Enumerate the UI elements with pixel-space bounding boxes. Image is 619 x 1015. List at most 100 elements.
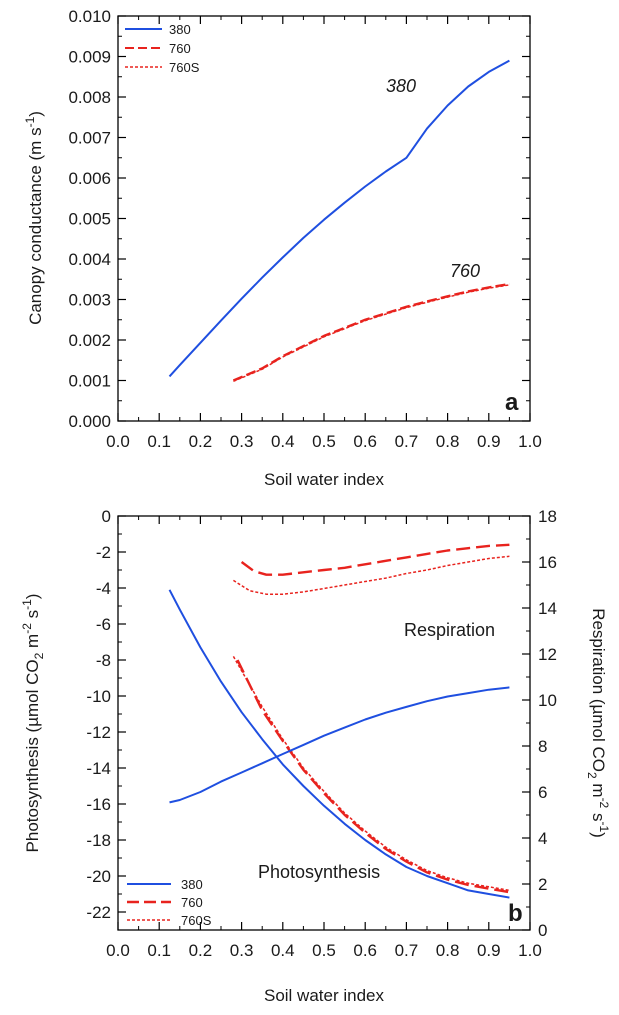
panel-a-y-tick-label: 0.007 (68, 129, 111, 148)
panel-a-y-tick-label: 0.000 (68, 412, 111, 431)
panel-b-y2-tick-label: 4 (538, 829, 547, 848)
panel-b-line-photosynthesis-380 (168, 589, 510, 899)
panel-a-x-tick-label: 0.3 (230, 432, 254, 451)
panel-a-line-380 (168, 59, 510, 378)
panel-a-x-tick-label: 0.4 (271, 432, 295, 451)
panel-b-ylabel-main: Photosynthesis (µmol CO (23, 659, 42, 852)
panel-b-line-respiration-760 (240, 543, 510, 576)
panel-b-x-tick-label: 0.6 (353, 941, 377, 960)
panel-b-y2-tick-label: 16 (538, 553, 557, 572)
panel-b-y2-tick-label: 0 (538, 921, 547, 940)
panel-a-x-ticks: 0.0 0.1 0.2 0.3 0.4 0.5 0.6 0.7 0.8 0.9 1.0 (106, 16, 542, 451)
panel-a-y-ticks: 0.000 0.001 0.002 0.003 0.004 0.005 0.006 0.007… (68, 7, 530, 431)
panel-a-x-tick-label: 0.8 (436, 432, 460, 451)
panel-b-y2-tick-label: 14 (538, 599, 557, 618)
panel-b-x-ticks: 0.0 0.1 0.2 0.3 0.4 0.5 0.6 0.7 0.8 0.9 1.0 (106, 516, 542, 960)
panel-a-chart: 0.0 0.1 0.2 0.3 0.4 0.5 0.6 0.7 0.8 0.9 1.0 0.0000… (23, 7, 542, 489)
panel-b-y-tick-label: -8 (96, 651, 111, 670)
legend-label-760: 760 (169, 41, 191, 56)
panel-a-x-tick-label: 0.2 (189, 432, 213, 451)
legend-label-760s: 760S (181, 913, 212, 928)
panel-b-ylabel-end: ) (23, 594, 42, 600)
panel-b-y-tick-label: -2 (96, 543, 111, 562)
panel-b-y-tick-label: -6 (96, 615, 111, 634)
panel-a-ylabel-end: ) (26, 111, 45, 117)
panel-b-line-respiration-760s (232, 555, 510, 595)
panel-b-x-tick-label: 0.1 (147, 941, 171, 960)
panel-b-y2-tick-label: 6 (538, 783, 547, 802)
panel-b-y2label-mid: m (589, 779, 608, 798)
panel-b-y2label-main: Respiration (µmol CO (589, 608, 608, 772)
panel-a-curve-label-760: 760 (450, 261, 480, 281)
panel-b-y-tick-label: -16 (86, 795, 111, 814)
panel-a-y-tick-label: 0.003 (68, 291, 111, 310)
panel-b-x-tick-label: 0.3 (230, 941, 254, 960)
panel-a-y-tick-label: 0.001 (68, 372, 111, 391)
panel-b-y2-tick-label: 10 (538, 691, 557, 710)
panel-b-y2-tick-label: 18 (538, 507, 557, 526)
panel-b-curves (168, 543, 510, 899)
panel-b-ylabel-sup2: -1 (20, 599, 34, 610)
panel-a-x-tick-label: 1.0 (518, 432, 542, 451)
panel-b-y-tick-label: -4 (96, 579, 111, 598)
panel-b-x-tick-label: 1.0 (518, 941, 542, 960)
panel-b-y2label-sup1: -2 (597, 798, 611, 809)
panel-a-y-tick-label: 0.009 (68, 48, 111, 67)
panel-a-y-tick-label: 0.010 (68, 7, 111, 26)
panel-b-line-photosynthesis-760s (232, 656, 510, 892)
panel-b-y-tick-label: -18 (86, 831, 111, 850)
panel-a-ylabel: Canopy conductance (m s-1) (23, 111, 45, 325)
panel-a-letter: a (505, 389, 519, 416)
panel-b-y2label-sub: 2 (585, 772, 599, 779)
panel-b-y-tick-label: -14 (86, 759, 111, 778)
panel-b-y2label-sup2: -1 (597, 821, 611, 832)
panel-a-x-tick-label: 0.5 (312, 432, 336, 451)
panel-b-y-ticks: 0 -2 -4 -6 -8 -10 -12 -14 -16 -18 -20 -22 (86, 507, 126, 931)
panel-b-y-tick-label: -22 (86, 903, 111, 922)
panel-a-y-tick-label: 0.006 (68, 169, 111, 188)
panel-b-y2label-end: ) (589, 832, 608, 838)
panel-a-y-tick-label: 0.002 (68, 331, 111, 350)
panel-b-x-tick-label: 0.9 (477, 941, 501, 960)
panel-b-x-tick-label: 0.5 (312, 941, 336, 960)
panel-a-legend: 380 760 760S (125, 22, 200, 75)
panel-a-curve-label-380: 380 (386, 76, 416, 96)
panel-a-line-760 (232, 282, 510, 382)
panel-b-x-tick-label: 0.4 (271, 941, 295, 960)
panel-a-line-760s (233, 284, 510, 382)
panel-b-y2-ticks: 0 2 4 6 8 10 12 14 16 18 (522, 507, 557, 940)
panel-b-x-tick-label: 0.7 (395, 941, 419, 960)
panel-b-y2label-mid2: s (589, 808, 608, 821)
panel-b-annotation-photosynthesis: Photosynthesis (258, 862, 380, 882)
panel-b-ylabel-sub: 2 (32, 652, 46, 659)
panel-b-y-tick-label: -20 (86, 867, 111, 886)
panel-b-y2-tick-label: 12 (538, 645, 557, 664)
panel-a-y-tick-label: 0.005 (68, 210, 111, 229)
panel-a-ylabel-main: Canopy conductance (m s (26, 127, 45, 325)
panel-b-ylabel-sup1: -2 (20, 623, 34, 634)
panel-b-y-tick-label: -12 (86, 723, 111, 742)
panel-a-y-tick-label: 0.008 (68, 88, 111, 107)
legend-label-380: 380 (181, 877, 203, 892)
panel-b-ylabel: Photosynthesis (µmol CO2 m-2 s-1) (20, 594, 46, 853)
panel-b-ylabel-mid: m (23, 634, 42, 653)
panel-a-x-tick-label: 0.7 (395, 432, 419, 451)
legend-label-760: 760 (181, 895, 203, 910)
panel-b-annotation-respiration: Respiration (404, 620, 495, 640)
panel-b-y-tick-label: 0 (102, 507, 111, 526)
panel-a-x-tick-label: 0.6 (353, 432, 377, 451)
panel-b-x-tick-label: 0.2 (189, 941, 213, 960)
panel-b-chart: 0.0 0.1 0.2 0.3 0.4 0.5 0.6 0.7 0.8 0.9 1.0 0 -2 -4 -… (20, 507, 611, 1005)
panel-a-x-tick-label: 0.9 (477, 432, 501, 451)
panel-b-y2-tick-label: 2 (538, 875, 547, 894)
panel-b-line-photosynthesis-760 (236, 659, 510, 894)
panel-a-x-tick-label: 0.1 (147, 432, 171, 451)
panel-b-x-tick-label: 0.0 (106, 941, 130, 960)
panel-b-x-tick-label: 0.8 (436, 941, 460, 960)
panel-b-y-tick-label: -10 (86, 687, 111, 706)
panel-b-letter: b (508, 900, 523, 927)
panel-b-legend: 380 760 760S (127, 877, 212, 928)
panel-b-y2-tick-label: 8 (538, 737, 547, 756)
panel-a-xlabel: Soil water index (264, 470, 385, 489)
